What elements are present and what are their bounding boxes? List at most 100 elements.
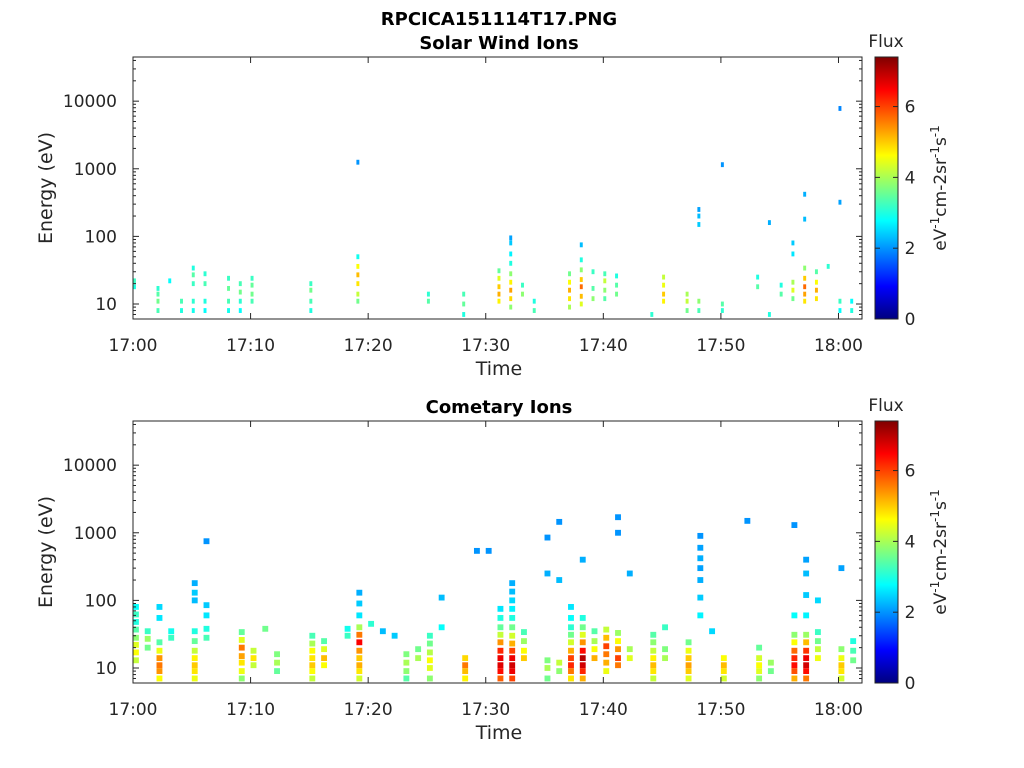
figure-title: RPCICA151114T17.PNG bbox=[381, 9, 617, 30]
x-tick-label: 17:20 bbox=[344, 336, 393, 356]
heatmap-cell bbox=[509, 647, 516, 654]
heatmap-cell bbox=[791, 647, 798, 654]
heatmap-cell bbox=[438, 624, 445, 631]
heatmap-cell bbox=[133, 278, 136, 284]
heatmap-cell bbox=[532, 308, 536, 313]
heatmap-cell bbox=[591, 285, 595, 291]
heatmap-cell bbox=[509, 296, 513, 302]
heatmap-cell bbox=[779, 291, 783, 297]
heatmap-cell bbox=[544, 675, 551, 682]
colorbar-title: Flux bbox=[868, 32, 903, 52]
heatmap-cell bbox=[509, 615, 516, 621]
heatmap-cell bbox=[274, 659, 280, 666]
heatmap-cell bbox=[133, 641, 139, 648]
colorbar bbox=[874, 420, 899, 684]
heatmap-cell bbox=[509, 597, 516, 604]
heatmap-cell bbox=[697, 222, 701, 227]
heatmap-cell bbox=[803, 556, 810, 563]
heatmap-cell bbox=[191, 638, 198, 645]
heatmap-cell bbox=[615, 273, 619, 279]
heatmap-cell bbox=[685, 662, 692, 669]
heatmap-cell bbox=[791, 631, 798, 638]
heatmap-cell bbox=[579, 662, 586, 669]
heatmap-cell bbox=[309, 668, 316, 675]
heatmap-cell bbox=[662, 655, 668, 662]
heatmap-cell bbox=[603, 651, 610, 658]
heatmap-cell bbox=[415, 655, 422, 662]
heatmap-cell bbox=[803, 275, 807, 281]
x-tick-label: 17:10 bbox=[226, 700, 275, 720]
heatmap-cell bbox=[191, 272, 195, 278]
heatmap-cell bbox=[803, 662, 810, 669]
heatmap-cell bbox=[462, 312, 466, 317]
heatmap-cell bbox=[426, 640, 433, 647]
heatmap-cell bbox=[720, 662, 727, 669]
heatmap-cell bbox=[603, 278, 607, 284]
heatmap-cell bbox=[509, 287, 513, 293]
heatmap-cell bbox=[814, 629, 821, 635]
heatmap-cell bbox=[509, 632, 516, 639]
heatmap-cell bbox=[650, 639, 657, 646]
colorbar-tick-label: 2 bbox=[905, 603, 916, 623]
heatmap-cell bbox=[309, 655, 316, 662]
heatmap-cell bbox=[156, 308, 160, 313]
heatmap-cell bbox=[309, 647, 316, 654]
heatmap-cell bbox=[791, 287, 795, 293]
plot-frame bbox=[132, 56, 863, 320]
colorbar bbox=[874, 56, 899, 320]
x-tick-label: 17:50 bbox=[696, 336, 745, 356]
colorbar-ticks: 0 2 4 6 bbox=[875, 462, 915, 694]
heatmap-cell bbox=[838, 308, 842, 313]
heatmap-cell bbox=[521, 655, 527, 662]
heatmap-cell bbox=[438, 594, 445, 601]
heatmap-cell bbox=[156, 298, 160, 304]
heatmap-cell bbox=[697, 555, 704, 562]
heatmap-cell bbox=[497, 284, 501, 290]
heatmap-cell bbox=[568, 615, 574, 621]
y-tick-label: 10 bbox=[95, 295, 117, 315]
heatmap-cell bbox=[697, 544, 704, 551]
heatmap-cell bbox=[697, 532, 704, 539]
x-tick-label: 18:00 bbox=[814, 700, 863, 720]
heatmap-cell bbox=[579, 675, 586, 682]
heatmap-cell bbox=[556, 577, 563, 583]
heatmap-cell bbox=[309, 287, 313, 293]
heatmap-cell bbox=[238, 668, 245, 675]
heatmap-cell bbox=[756, 675, 763, 682]
heatmap-cell bbox=[356, 254, 360, 260]
heatmap-cell bbox=[356, 589, 363, 596]
x-axis-label: Time bbox=[475, 722, 523, 744]
heatmap-cell bbox=[309, 308, 313, 313]
heatmap-cell bbox=[191, 597, 198, 604]
heatmap-cell bbox=[662, 298, 666, 304]
heatmap-cell bbox=[133, 649, 139, 656]
heatmap-cell bbox=[603, 634, 610, 641]
heatmap-cell bbox=[356, 639, 363, 646]
heatmap-cell bbox=[133, 619, 139, 625]
heatmap-cell bbox=[168, 634, 175, 641]
heatmap-cell bbox=[791, 251, 795, 257]
heatmap-cell bbox=[191, 647, 198, 654]
heatmap-cell bbox=[321, 655, 328, 662]
heatmap-cell bbox=[497, 268, 501, 274]
heatmap-cell bbox=[603, 626, 610, 633]
heatmap-cell bbox=[356, 668, 363, 675]
heatmap-cell bbox=[850, 308, 854, 313]
heatmap-cell bbox=[685, 308, 689, 313]
heatmap-cell bbox=[685, 291, 689, 297]
heatmap-cell bbox=[509, 240, 513, 246]
heatmap-cell bbox=[803, 298, 807, 304]
heatmap-cell bbox=[403, 659, 410, 666]
heatmap-cell bbox=[497, 668, 504, 675]
heatmap-cell bbox=[579, 257, 583, 263]
heatmap-cell bbox=[462, 662, 469, 669]
heatmap-cell bbox=[791, 668, 798, 675]
heatmap-cell bbox=[626, 655, 633, 662]
x-tick-label: 17:30 bbox=[461, 700, 510, 720]
heatmap-cell bbox=[191, 675, 198, 682]
heatmap-cell bbox=[309, 675, 316, 682]
heatmap-cell bbox=[568, 647, 574, 654]
heatmap-cell bbox=[779, 282, 783, 288]
heatmap-cell bbox=[579, 284, 583, 290]
